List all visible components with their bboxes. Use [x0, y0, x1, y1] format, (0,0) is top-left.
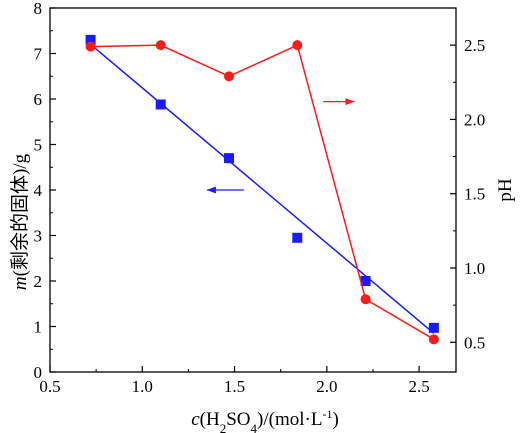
- y-left-tick-label: 3: [34, 227, 43, 246]
- x-axis-subscript: 4: [251, 421, 258, 433]
- x-tick-label: 1.0: [132, 377, 153, 396]
- y-left-axis-unit: (剩余的固体)/g: [9, 153, 31, 276]
- x-axis-unit-part: (H: [200, 409, 220, 430]
- mass-point: [224, 153, 235, 164]
- y-left-tick-label: 0: [34, 363, 43, 382]
- axes: 0.5 1.0 1.5 2.0 2.5 0 1 2 3 4 5 6 7 8 0.5 1.0 1.5 2.0 2.5: [34, 0, 486, 396]
- fit-line: [90, 43, 435, 334]
- series-layer: [85, 34, 439, 345]
- x-tick-label: 0.5: [39, 377, 60, 396]
- y-left-tick-label: 7: [34, 45, 43, 64]
- x-tick-label: 1.5: [224, 377, 245, 396]
- ph-point: [85, 41, 96, 52]
- y-right-tick-label: 2.0: [464, 110, 485, 129]
- y-right-tick-label: 2.5: [464, 36, 485, 55]
- x-axis-unit-part: SO: [226, 409, 250, 430]
- mass-axis-arrow-head: [206, 186, 216, 194]
- y-right-tick-label: 0.5: [464, 333, 485, 352]
- y-left-tick-label: 8: [34, 0, 43, 18]
- mass-point: [85, 34, 96, 45]
- ph-point: [360, 294, 371, 305]
- ph-point: [292, 40, 303, 51]
- x-axis-title: c(H2SO4)/(mol·L-1): [191, 407, 339, 433]
- x-axis-subscript: 2: [220, 421, 227, 433]
- y-left-axis-title: m(剩余的固体)/g: [9, 153, 31, 290]
- ph-axis-arrow-head: [345, 98, 355, 106]
- y-right-axis-title: pH: [495, 178, 516, 202]
- x-tick-label: 2.5: [408, 377, 429, 396]
- ph-series-line: [90, 44, 435, 340]
- x-axis-unit-part: )/(mol·L: [257, 409, 322, 430]
- y-left-tick-label: 6: [34, 90, 43, 109]
- x-axis-variable: c: [191, 409, 200, 430]
- x-axis-superscript: -1: [322, 407, 332, 421]
- y-left-tick-label: 5: [34, 136, 43, 155]
- y-left-tick-label: 2: [34, 272, 43, 291]
- x-tick-label: 2.0: [316, 377, 337, 396]
- ph-point: [428, 334, 439, 345]
- y-left-tick-label: 4: [34, 181, 43, 200]
- y-right-tick-label: 1.0: [464, 259, 485, 278]
- x-axis-unit-part: ): [332, 409, 338, 430]
- y-left-tick-label: 1: [34, 318, 43, 337]
- y-left-axis-variable: m: [10, 276, 31, 290]
- mass-point: [428, 322, 439, 333]
- ph-point: [224, 71, 235, 82]
- ph-point: [155, 40, 166, 51]
- mass-point: [292, 232, 303, 243]
- annotation-layer: [206, 98, 355, 194]
- mass-point: [360, 276, 371, 286]
- mass-point: [155, 99, 166, 110]
- y-right-tick-label: 1.5: [464, 185, 485, 204]
